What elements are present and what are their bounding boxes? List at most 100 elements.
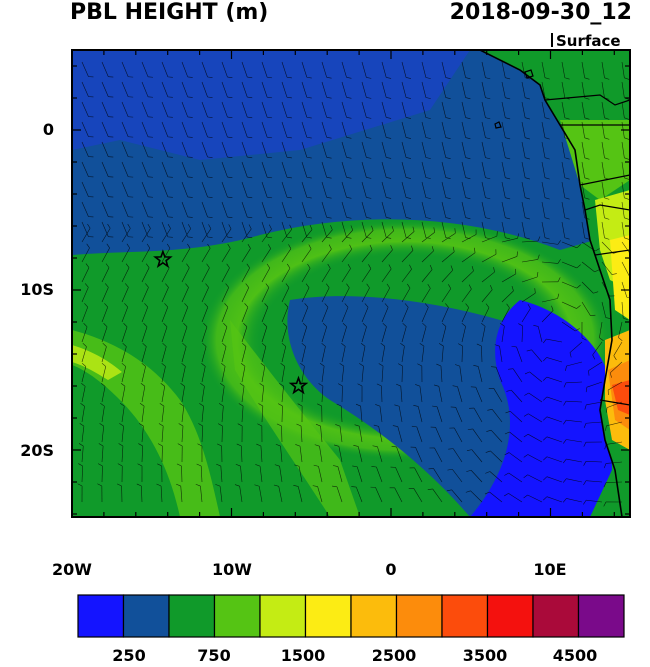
wind-barb bbox=[501, 273, 516, 283]
wind-barb-flag bbox=[267, 116, 273, 119]
wind-barb-flag bbox=[351, 486, 357, 488]
wind-barb bbox=[181, 267, 190, 283]
wind-barb-flag bbox=[326, 137, 332, 139]
wind-barb-flag bbox=[176, 463, 182, 467]
wind-barb bbox=[121, 201, 129, 217]
wind-barb-flag bbox=[141, 362, 146, 367]
wind-barb bbox=[301, 121, 308, 138]
wind-barb-flag bbox=[505, 97, 511, 100]
wind-barb-flag bbox=[256, 443, 262, 447]
wind-barb bbox=[301, 307, 309, 323]
wind-barb bbox=[381, 307, 389, 323]
wind-barb bbox=[481, 346, 483, 363]
wind-barb bbox=[501, 326, 505, 343]
wind-barb bbox=[481, 141, 486, 158]
wind-barb bbox=[581, 221, 585, 238]
wind-barb bbox=[281, 201, 288, 218]
wind-barb-flag bbox=[207, 196, 213, 198]
wind-barb-flag bbox=[465, 303, 469, 308]
wind-barb bbox=[521, 221, 526, 238]
wind-barb bbox=[441, 288, 452, 303]
wind-barb-flag bbox=[217, 423, 223, 427]
wind-barb bbox=[281, 366, 285, 383]
wind-barb-flag bbox=[83, 323, 88, 328]
wind-barb bbox=[581, 301, 591, 316]
wind-barb bbox=[361, 81, 367, 98]
wind-barb-flag bbox=[431, 246, 434, 252]
wind-barb bbox=[581, 121, 585, 138]
wind-barb bbox=[101, 446, 104, 463]
wind-barb-flag bbox=[366, 217, 372, 219]
wind-barb bbox=[379, 406, 383, 423]
wind-barb bbox=[489, 471, 503, 483]
wind-barb-flag bbox=[583, 461, 587, 466]
wind-barb-flag bbox=[360, 342, 366, 347]
wind-barb bbox=[546, 456, 563, 463]
wind-barb-flag bbox=[346, 157, 352, 159]
wind-barb bbox=[618, 321, 623, 338]
wind-barb bbox=[521, 201, 526, 218]
wind-barb-flag bbox=[562, 478, 567, 483]
wind-barb-flag bbox=[584, 97, 590, 100]
wind-barb bbox=[361, 221, 367, 238]
wind-barb-flag bbox=[366, 77, 372, 79]
wind-barb bbox=[531, 349, 543, 363]
wind-barb bbox=[121, 446, 124, 463]
wind-barb-flag bbox=[445, 217, 451, 220]
wind-barb bbox=[421, 288, 431, 303]
wind-barb-flag bbox=[239, 383, 245, 387]
wind-barb-flag bbox=[346, 137, 352, 139]
wind-barb bbox=[461, 252, 476, 263]
wind-barb-flag bbox=[284, 303, 289, 308]
wind-barb-flag bbox=[468, 284, 472, 290]
wind-barb bbox=[521, 81, 526, 98]
wind-barb bbox=[401, 141, 407, 158]
wind-barb bbox=[501, 61, 506, 78]
wind-barb bbox=[521, 326, 524, 343]
wind-barb bbox=[606, 461, 623, 464]
wind-barb bbox=[201, 366, 206, 383]
wind-barb-flag bbox=[551, 305, 554, 311]
map-frame bbox=[71, 49, 631, 518]
wind-barb-flag bbox=[145, 263, 150, 268]
wind-barb-flag bbox=[334, 444, 339, 447]
wind-barb bbox=[221, 248, 231, 263]
wind-barb bbox=[440, 366, 443, 383]
wind-barb bbox=[566, 381, 583, 384]
wind-barb bbox=[501, 290, 514, 303]
wind-barb-flag bbox=[584, 117, 590, 120]
wind-barb-flag bbox=[139, 423, 144, 427]
wind-barb bbox=[421, 221, 427, 238]
colorbar-swatch-7 bbox=[395, 594, 443, 638]
wind-barb bbox=[101, 61, 109, 77]
wind-barb bbox=[121, 426, 124, 443]
wind-barb bbox=[200, 486, 203, 503]
wind-barb-flag bbox=[445, 177, 451, 180]
wind-barb bbox=[301, 61, 308, 78]
wind-barb bbox=[546, 338, 563, 343]
wind-barb-flag bbox=[203, 323, 208, 328]
wind-barb-flag bbox=[624, 137, 630, 140]
wind-barb-flag bbox=[569, 352, 572, 358]
wind-barb bbox=[501, 141, 506, 158]
wind-barb-flag bbox=[505, 410, 511, 414]
wind-barb bbox=[241, 201, 248, 218]
wind-barb-flag bbox=[332, 485, 338, 488]
wind-barb-flag bbox=[166, 243, 171, 249]
wind-barb bbox=[381, 346, 386, 363]
wind-barb-flag bbox=[235, 463, 241, 467]
wind-barb bbox=[278, 486, 283, 503]
wind-barb-flag bbox=[207, 176, 213, 178]
wind-barb-flag bbox=[81, 382, 86, 387]
wind-barb-flag bbox=[247, 156, 253, 159]
wind-barb bbox=[297, 486, 303, 503]
wind-barb-flag bbox=[195, 483, 201, 487]
wind-barb-flag bbox=[405, 197, 411, 199]
wind-barb-flag bbox=[339, 363, 345, 367]
wind-barb-flag bbox=[306, 96, 312, 99]
wind-barb bbox=[341, 141, 347, 158]
wind-barb-flag bbox=[101, 362, 106, 367]
wind-barb bbox=[81, 306, 89, 323]
wind-barb bbox=[261, 287, 270, 303]
wind-barb-flag bbox=[518, 323, 523, 327]
